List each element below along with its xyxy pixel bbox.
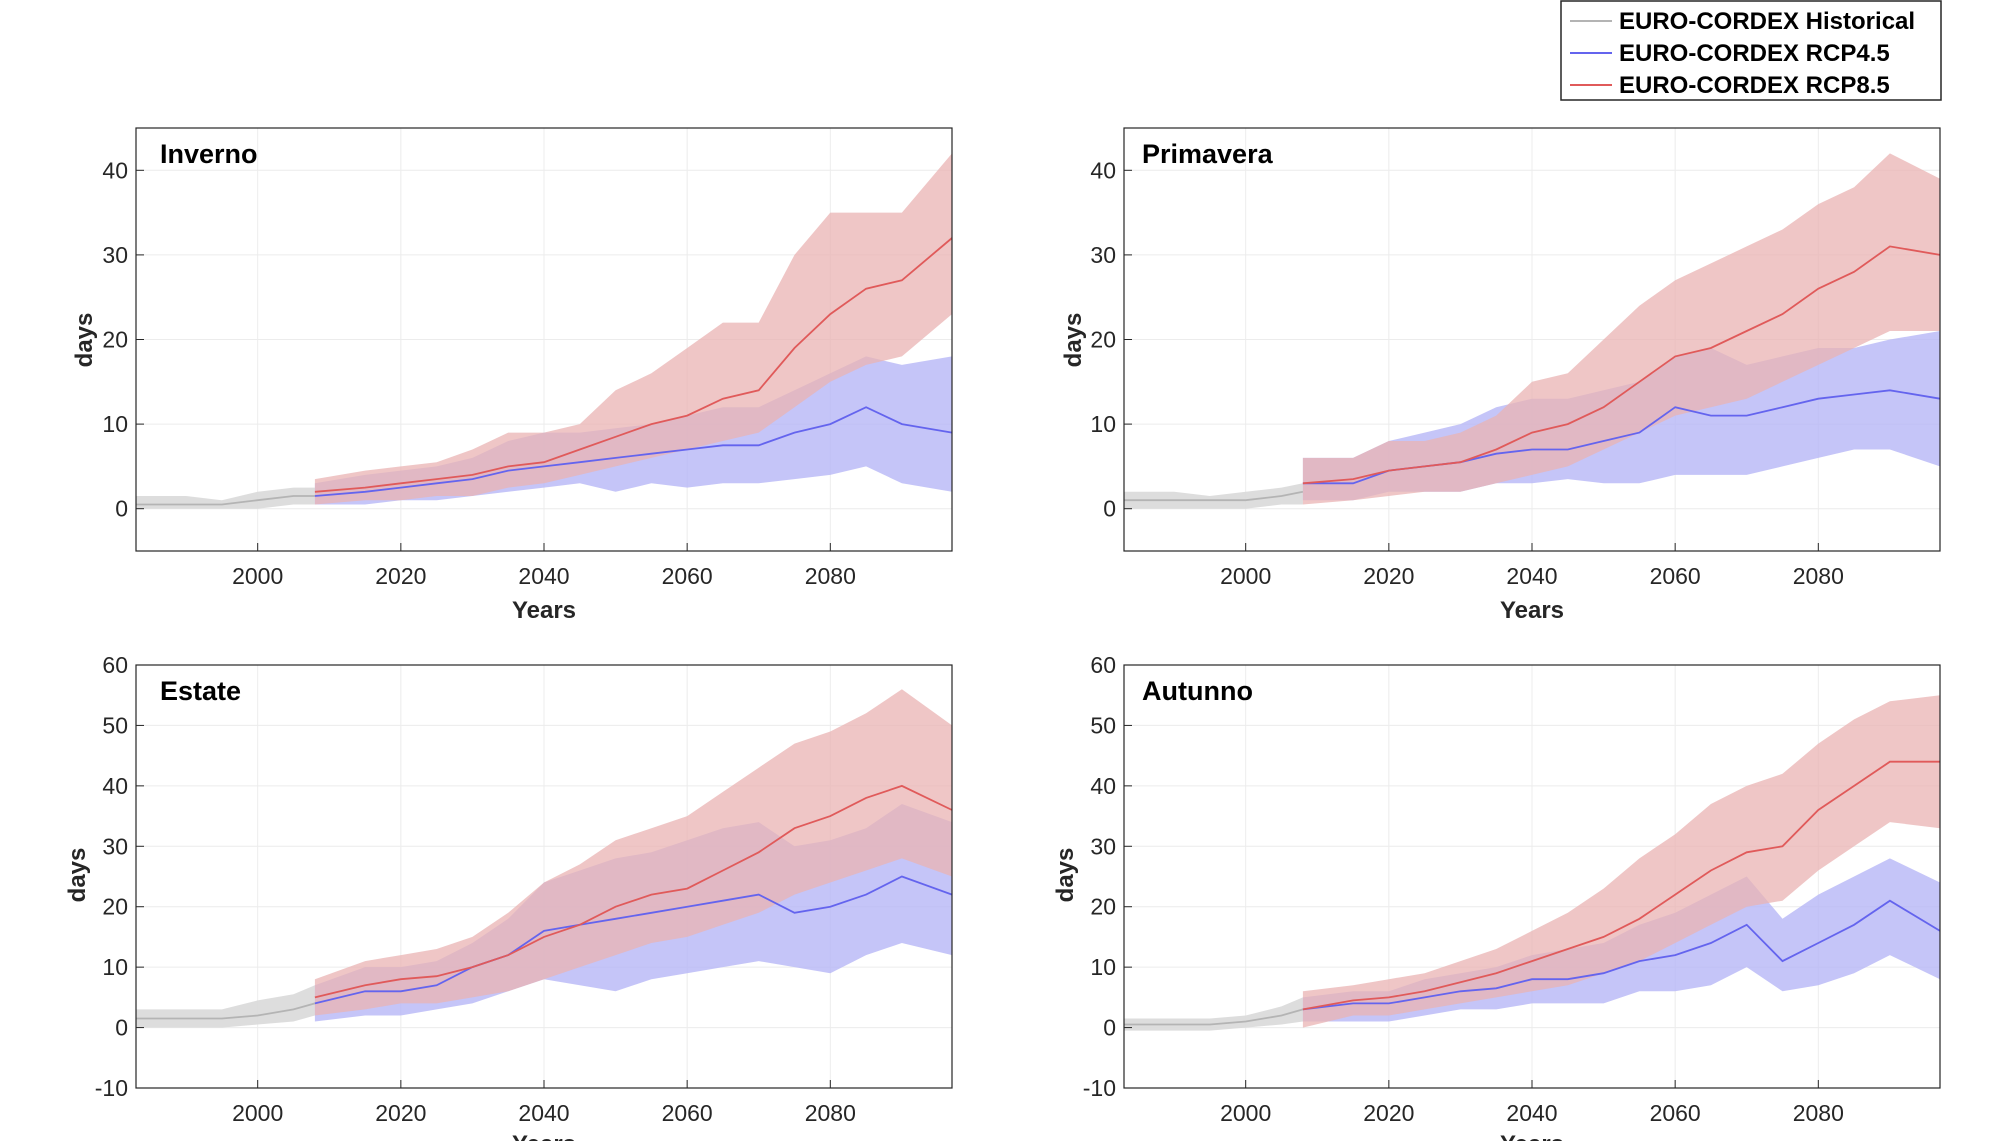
x-tick-label: 2000	[1220, 563, 1271, 589]
x-axis-label-inverno: Years	[512, 597, 576, 624]
y-tick-label: 20	[102, 327, 128, 353]
legend-box	[1560, 0, 1942, 101]
y-tick-label: 20	[1090, 327, 1116, 353]
panel-autunno: 2000 2020 2040 2060 2080 -10 0 10 20 30 40 50 60 Aut…	[1052, 652, 1941, 1141]
panel-estate: 2000 2020 2040 2060 2080 -10 0 10 20 30 40 50 60 Est…	[64, 652, 953, 1141]
x-tick-label: 2020	[1363, 563, 1414, 589]
x-axis-label-estate: Years	[512, 1131, 576, 1141]
band-historical	[1124, 483, 1303, 509]
y-tick-label: 0	[115, 1015, 128, 1041]
line-historical	[1124, 490, 1304, 502]
y-axis-label-primavera: days	[1060, 313, 1087, 368]
x-tick-label: 2020	[375, 1100, 426, 1126]
y-tick-label: 60	[1090, 652, 1116, 678]
x-tick-label: 2000	[232, 1100, 283, 1126]
line-rcp85	[314, 237, 953, 493]
y-tick-label: 30	[1090, 833, 1116, 859]
x-tick-label: 2080	[1793, 563, 1844, 589]
band-historical	[1124, 997, 1303, 1031]
band-rcp85	[314, 689, 952, 1016]
legend: EURO-CORDEX Historical EURO-CORDEX RCP4.…	[1560, 0, 1942, 101]
y-axis-label-estate: days	[64, 848, 91, 903]
y-axis-label-autunno: days	[1052, 848, 1079, 903]
line-rcp85	[314, 784, 953, 999]
x-axis-label-autunno: Years	[1500, 1131, 1564, 1141]
y-tick-label: -10	[1083, 1075, 1116, 1101]
line-historical	[136, 1002, 316, 1020]
x-tick-label: 2040	[1506, 563, 1557, 589]
x-tick-label: 2060	[662, 563, 713, 589]
x-tick-label: 2000	[232, 563, 283, 589]
x-tick-label: 2040	[518, 563, 569, 589]
panel-title-autunno: Autunno	[1142, 676, 1253, 706]
x-tick-label: 2040	[1506, 1100, 1557, 1126]
y-tick-label: 30	[102, 833, 128, 859]
panel-title-primavera: Primavera	[1142, 139, 1274, 169]
x-tick-label: 2080	[1793, 1100, 1844, 1126]
x-tick-label: 2020	[375, 563, 426, 589]
line-rcp45	[314, 875, 953, 1005]
x-tick-label: 2020	[1363, 1100, 1414, 1126]
y-tick-label: 40	[102, 773, 128, 799]
band-historical	[136, 985, 315, 1028]
y-tick-label: 30	[102, 242, 128, 268]
y-axis-label-inverno: days	[71, 313, 98, 368]
x-tick-label: 2080	[805, 563, 856, 589]
x-tick-label: 2060	[662, 1100, 713, 1126]
line-historical	[1124, 1008, 1304, 1026]
x-tick-label: 2000	[1220, 1100, 1271, 1126]
y-tick-label: 50	[1090, 712, 1116, 738]
band-rcp85	[1302, 695, 1940, 1028]
y-tick-label: 10	[1090, 411, 1116, 437]
y-tick-label: 40	[102, 157, 128, 183]
x-tick-label: 2080	[805, 1100, 856, 1126]
line-rcp45	[314, 406, 953, 497]
y-tick-label: 20	[102, 894, 128, 920]
plot-area-autunno: 2000 2020 2040 2060 2080 -10 0 10 20 30 40 50 60	[1083, 652, 1941, 1126]
y-tick-label: 60	[102, 652, 128, 678]
x-axis-label-primavera: Years	[1500, 597, 1564, 624]
band-rcp85	[314, 153, 952, 505]
y-tick-label: 50	[102, 712, 128, 738]
x-tick-label: 2060	[1650, 1100, 1701, 1126]
y-tick-label: 30	[1090, 242, 1116, 268]
y-tick-label: -10	[95, 1075, 128, 1101]
x-tick-label: 2060	[1650, 563, 1701, 589]
panel-title-inverno: Inverno	[160, 139, 258, 169]
legend-label-historical: EURO-CORDEX Historical	[1619, 8, 1915, 35]
line-rcp85	[1302, 760, 1940, 1011]
plot-area-estate: 2000 2020 2040 2060 2080 -10 0 10 20 30 40 50 60	[95, 652, 953, 1126]
y-tick-label: 20	[1090, 894, 1116, 920]
band-rcp85	[1302, 153, 1940, 505]
line-rcp45	[1302, 899, 1941, 1011]
x-tick-label: 2040	[518, 1100, 569, 1126]
plot-area-inverno: 2000 2020 2040 2060 2080 0 10 20 30 40	[102, 127, 953, 589]
line-rcp85	[1302, 245, 1941, 485]
y-tick-label: 10	[102, 411, 128, 437]
y-tick-label: 10	[1090, 954, 1116, 980]
plot-area-primavera: 2000 2020 2040 2060 2080 0 10 20 30 40	[1090, 127, 1941, 589]
legend-label-rcp45: EURO-CORDEX RCP4.5	[1619, 40, 1890, 67]
panel-title-estate: Estate	[160, 676, 241, 706]
y-tick-label: 0	[1103, 496, 1116, 522]
y-tick-label: 0	[115, 496, 128, 522]
legend-label-rcp85: EURO-CORDEX RCP8.5	[1619, 72, 1890, 99]
y-tick-label: 40	[1090, 157, 1116, 183]
y-tick-label: 10	[102, 954, 128, 980]
panel-inverno: 2000 2020 2040 2060 2080 0 10 20 30 40 Inverno Ye…	[71, 127, 953, 624]
band-historical	[136, 487, 315, 509]
line-historical	[136, 495, 315, 506]
y-tick-label: 40	[1090, 773, 1116, 799]
y-tick-label: 0	[1103, 1015, 1116, 1041]
